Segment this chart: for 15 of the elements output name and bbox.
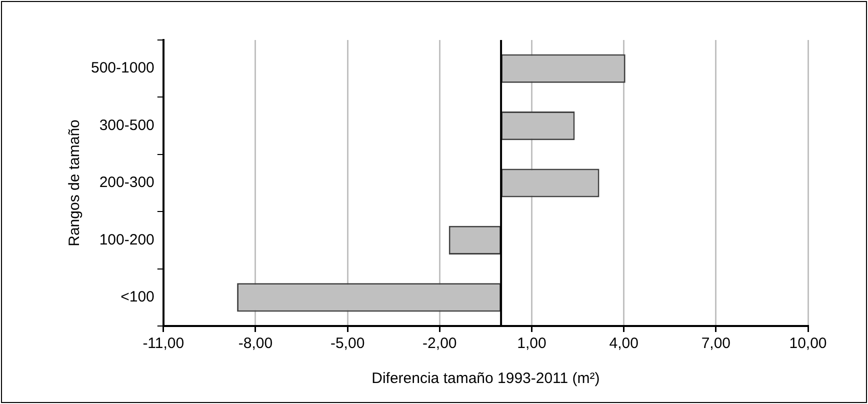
y-tick-label: <100: [120, 288, 154, 306]
x-tick-label: 1,00: [517, 335, 546, 352]
x-tick-label: -11,00: [142, 335, 184, 352]
x-tick-label: 7,00: [701, 335, 731, 352]
x-tick-label: -8,00: [238, 335, 273, 352]
x-tick-label: -5,00: [330, 335, 365, 352]
y-tick-label: 300-500: [99, 116, 154, 134]
y-axis-title: Rangos de tamaño: [66, 120, 84, 246]
y-tick-label: 500-1000: [90, 60, 154, 77]
y-tick-label: 200-300: [99, 174, 154, 192]
x-tick-label: 10,00: [789, 335, 827, 352]
y-tick-label: 100-200: [99, 231, 154, 248]
x-tick-label: 4,00: [609, 335, 638, 352]
x-axis-title: Diferencia tamaño 1993-2011 (m²): [372, 370, 600, 388]
x-tick-label: -2,00: [422, 335, 457, 352]
